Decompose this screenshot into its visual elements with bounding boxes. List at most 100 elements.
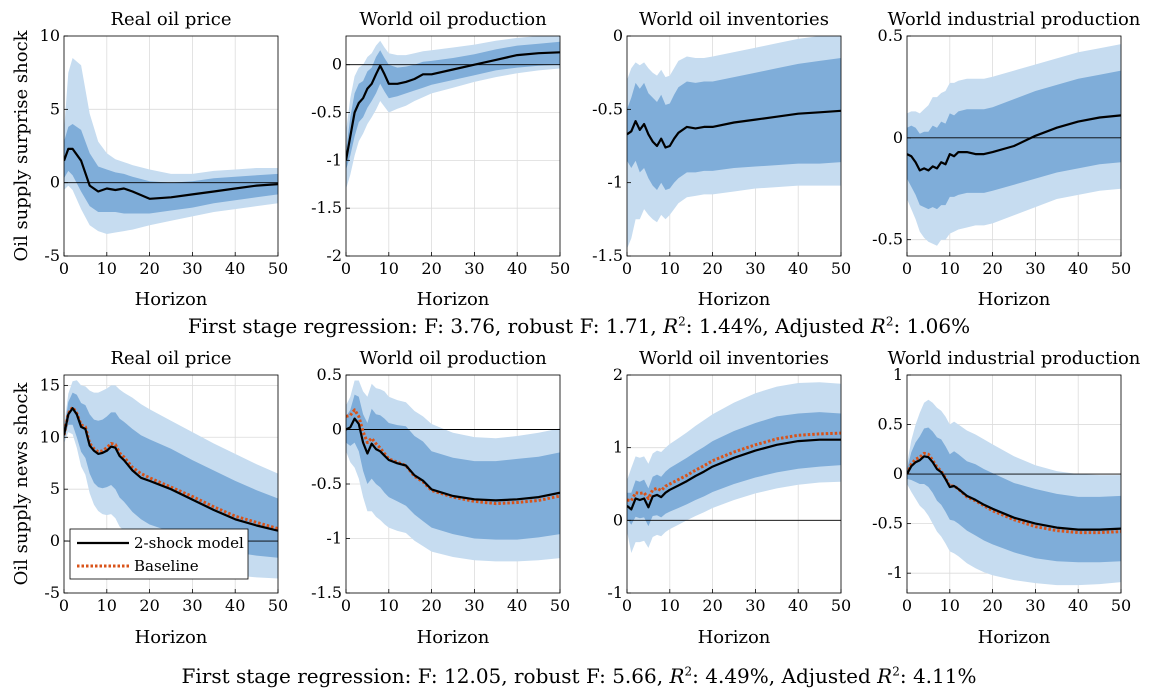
r2-symbol: R — [669, 664, 685, 688]
main-series-line — [627, 438, 841, 511]
chart-panel: 0 10 20 30 40 50 -2 -1.5 -1 -0.5 0 World oil produc… — [311, 9, 570, 310]
y-tick-label: 0 — [893, 128, 903, 147]
adj-r2-superscript: 2 — [885, 314, 894, 329]
caption-row-2: First stage regression: F: 12.05, robust… — [0, 664, 1158, 688]
x-tick-label: 20 — [139, 259, 159, 278]
y-tick-label: -1 — [326, 529, 342, 548]
y-tick-label: 1 — [893, 365, 903, 384]
axes-frame — [345, 35, 561, 257]
y-tick-label: 10 — [40, 427, 60, 446]
x-tick-label: 0 — [341, 596, 351, 615]
y-tick-label: 2 — [613, 365, 623, 384]
x-tick-label: 10 — [97, 259, 117, 278]
y-tick-label: 10 — [40, 26, 60, 45]
x-tick-label: 0 — [902, 596, 912, 615]
x-tick-label: 40 — [1068, 259, 1088, 278]
x-tick-label: 20 — [702, 259, 722, 278]
axes-frame — [63, 35, 279, 257]
r2-value: : 4.49%, Adjusted — [692, 664, 878, 688]
y-tick-label: -1.5 — [311, 583, 342, 602]
r2-value: : 1.44%, Adjusted — [685, 314, 871, 338]
x-tick-label: 40 — [788, 596, 808, 615]
baseline-series-line — [346, 408, 560, 506]
x-tick-label: 10 — [379, 259, 399, 278]
x-tick-label: 0 — [902, 259, 912, 278]
y-axis-label: Oil supply news shock — [11, 382, 32, 586]
x-axis-label: Horizon — [135, 627, 208, 648]
chart-title: World oil inventories — [639, 348, 829, 369]
axes-frame — [63, 374, 279, 594]
y-tick-label: 0 — [893, 464, 903, 483]
baseline-series-line — [627, 431, 841, 503]
x-tick-label: 50 — [550, 596, 570, 615]
y-tick-label: -5 — [44, 583, 60, 602]
x-tick-label: 0 — [59, 596, 69, 615]
x-tick-label: 50 — [268, 259, 288, 278]
y-tick-label: 0 — [332, 55, 342, 74]
chart-title: World oil production — [359, 348, 547, 369]
x-tick-label: 0 — [341, 259, 351, 278]
x-tick-label: 40 — [1068, 596, 1088, 615]
x-tick-label: 50 — [831, 596, 851, 615]
chart-title: World oil inventories — [639, 9, 829, 30]
y-tick-label: 0 — [332, 420, 342, 439]
x-tick-label: 10 — [97, 596, 117, 615]
x-tick-label: 10 — [940, 259, 960, 278]
y-tick-label: -1 — [607, 173, 623, 192]
adj-r2-symbol: R — [877, 664, 893, 688]
caption-text: First stage regression: F: 3.76, robust … — [187, 314, 664, 338]
legend-label: Baseline — [134, 557, 199, 575]
x-tick-label: 30 — [182, 259, 202, 278]
main-series-line — [907, 455, 1121, 531]
x-axis-label: Horizon — [417, 627, 490, 648]
chart-panel: 0 10 20 30 40 50 -1.5 -1 -0.5 0 0.5 World oil produ… — [311, 348, 570, 648]
x-tick-label: 30 — [464, 259, 484, 278]
x-axis-label: Horizon — [978, 289, 1051, 310]
x-tick-label: 10 — [940, 596, 960, 615]
y-tick-label: 15 — [40, 375, 60, 394]
inner-confidence-band — [627, 58, 841, 190]
plot-body — [64, 58, 278, 234]
x-axis-label: Horizon — [698, 289, 771, 310]
y-tick-label: 0.5 — [878, 26, 903, 45]
plot-body — [346, 380, 560, 562]
x-tick-label: 40 — [225, 259, 245, 278]
axes-frame — [626, 374, 842, 594]
y-tick-label: 0 — [50, 531, 60, 550]
y-tick-label: -0.5 — [872, 230, 903, 249]
x-tick-label: 20 — [982, 596, 1002, 615]
adj-r2-value: : 1.06% — [893, 314, 971, 338]
x-tick-label: 50 — [1111, 596, 1131, 615]
plot-body — [346, 36, 560, 189]
inner-confidence-band — [627, 412, 841, 527]
x-tick-label: 0 — [622, 596, 632, 615]
r2-symbol: R — [663, 314, 679, 338]
main-series-line — [346, 417, 560, 502]
plot-body — [627, 382, 841, 553]
y-tick-label: 0.5 — [878, 415, 903, 434]
y-tick-label: 0 — [613, 26, 623, 45]
main-series-line — [346, 51, 560, 161]
x-tick-label: 20 — [421, 259, 441, 278]
x-tick-label: 30 — [745, 259, 765, 278]
main-series-line — [64, 407, 278, 532]
chart-panel: 0 10 20 30 40 50 -1.5 -1 -0.5 0 World oil inventor… — [592, 9, 851, 310]
y-tick-label: -1 — [887, 563, 903, 582]
x-tick-label: 50 — [1111, 259, 1131, 278]
plot-body — [907, 399, 1121, 586]
x-tick-label: 50 — [550, 259, 570, 278]
y-tick-label: -1.5 — [311, 198, 342, 217]
y-tick-label: 0 — [50, 173, 60, 192]
axes-frame — [626, 35, 842, 257]
y-axis-label: Oil supply surprise shock — [11, 29, 32, 261]
y-tick-label: 0.5 — [317, 365, 342, 384]
x-tick-label: 20 — [139, 596, 159, 615]
x-tick-label: 50 — [268, 596, 288, 615]
legend: 2-shock model Baseline — [69, 528, 249, 580]
legend-box — [69, 528, 249, 580]
